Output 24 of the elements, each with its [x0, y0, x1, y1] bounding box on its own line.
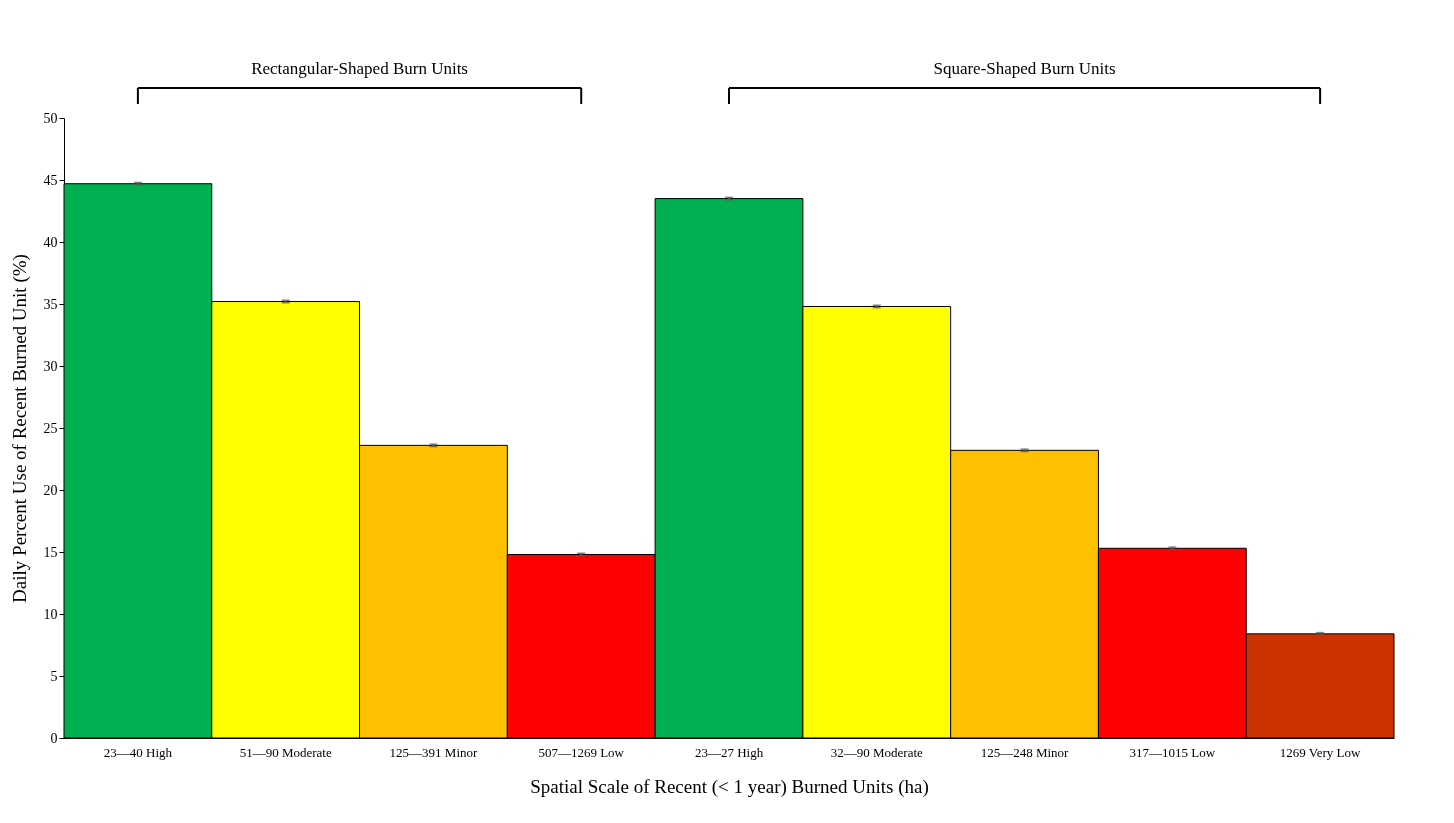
- x-tick-label: 125—248 Minor: [980, 744, 1070, 760]
- text: Square-Shaped Burn Units: [933, 59, 1116, 78]
- y-tick-label: 45: [43, 172, 58, 188]
- x-tick-label: 51—90 Moderate: [239, 744, 332, 760]
- y-axis-title: Daily Percent Use of Recent Burned Unit (%): [8, 254, 31, 603]
- x-tick-label: 32—90 Moderate: [830, 744, 924, 760]
- y-tick-label: 15: [43, 544, 58, 560]
- y-tick-label: 10: [43, 606, 58, 622]
- y-tick-label: 30: [43, 358, 58, 374]
- y-tick-label: 0: [50, 730, 58, 746]
- x-axis-title: Spatial Scale of Recent (< 1 year) Burned Units (ha): [530, 775, 929, 798]
- x-tick-label: 23—27 High: [694, 744, 764, 760]
- y-tick-label: 25: [43, 420, 58, 436]
- text: Rectangular-Shaped Burn Units: [251, 59, 468, 78]
- x-tick-label: 507—1269 Low: [538, 744, 625, 760]
- y-tick-label: 35: [43, 296, 58, 312]
- y-tick-label: 40: [43, 234, 58, 250]
- y-tick-label: 20: [43, 482, 58, 498]
- x-tick-label: 125—391 Minor: [389, 744, 478, 760]
- x-tick-label: 23—40 High: [103, 744, 173, 760]
- y-tick-label: 5: [50, 668, 58, 684]
- x-tick-label: 1269 Very Low: [1279, 744, 1362, 760]
- y-tick-label: 50: [43, 110, 58, 126]
- x-tick-label: 317—1015 Low: [1129, 744, 1216, 760]
